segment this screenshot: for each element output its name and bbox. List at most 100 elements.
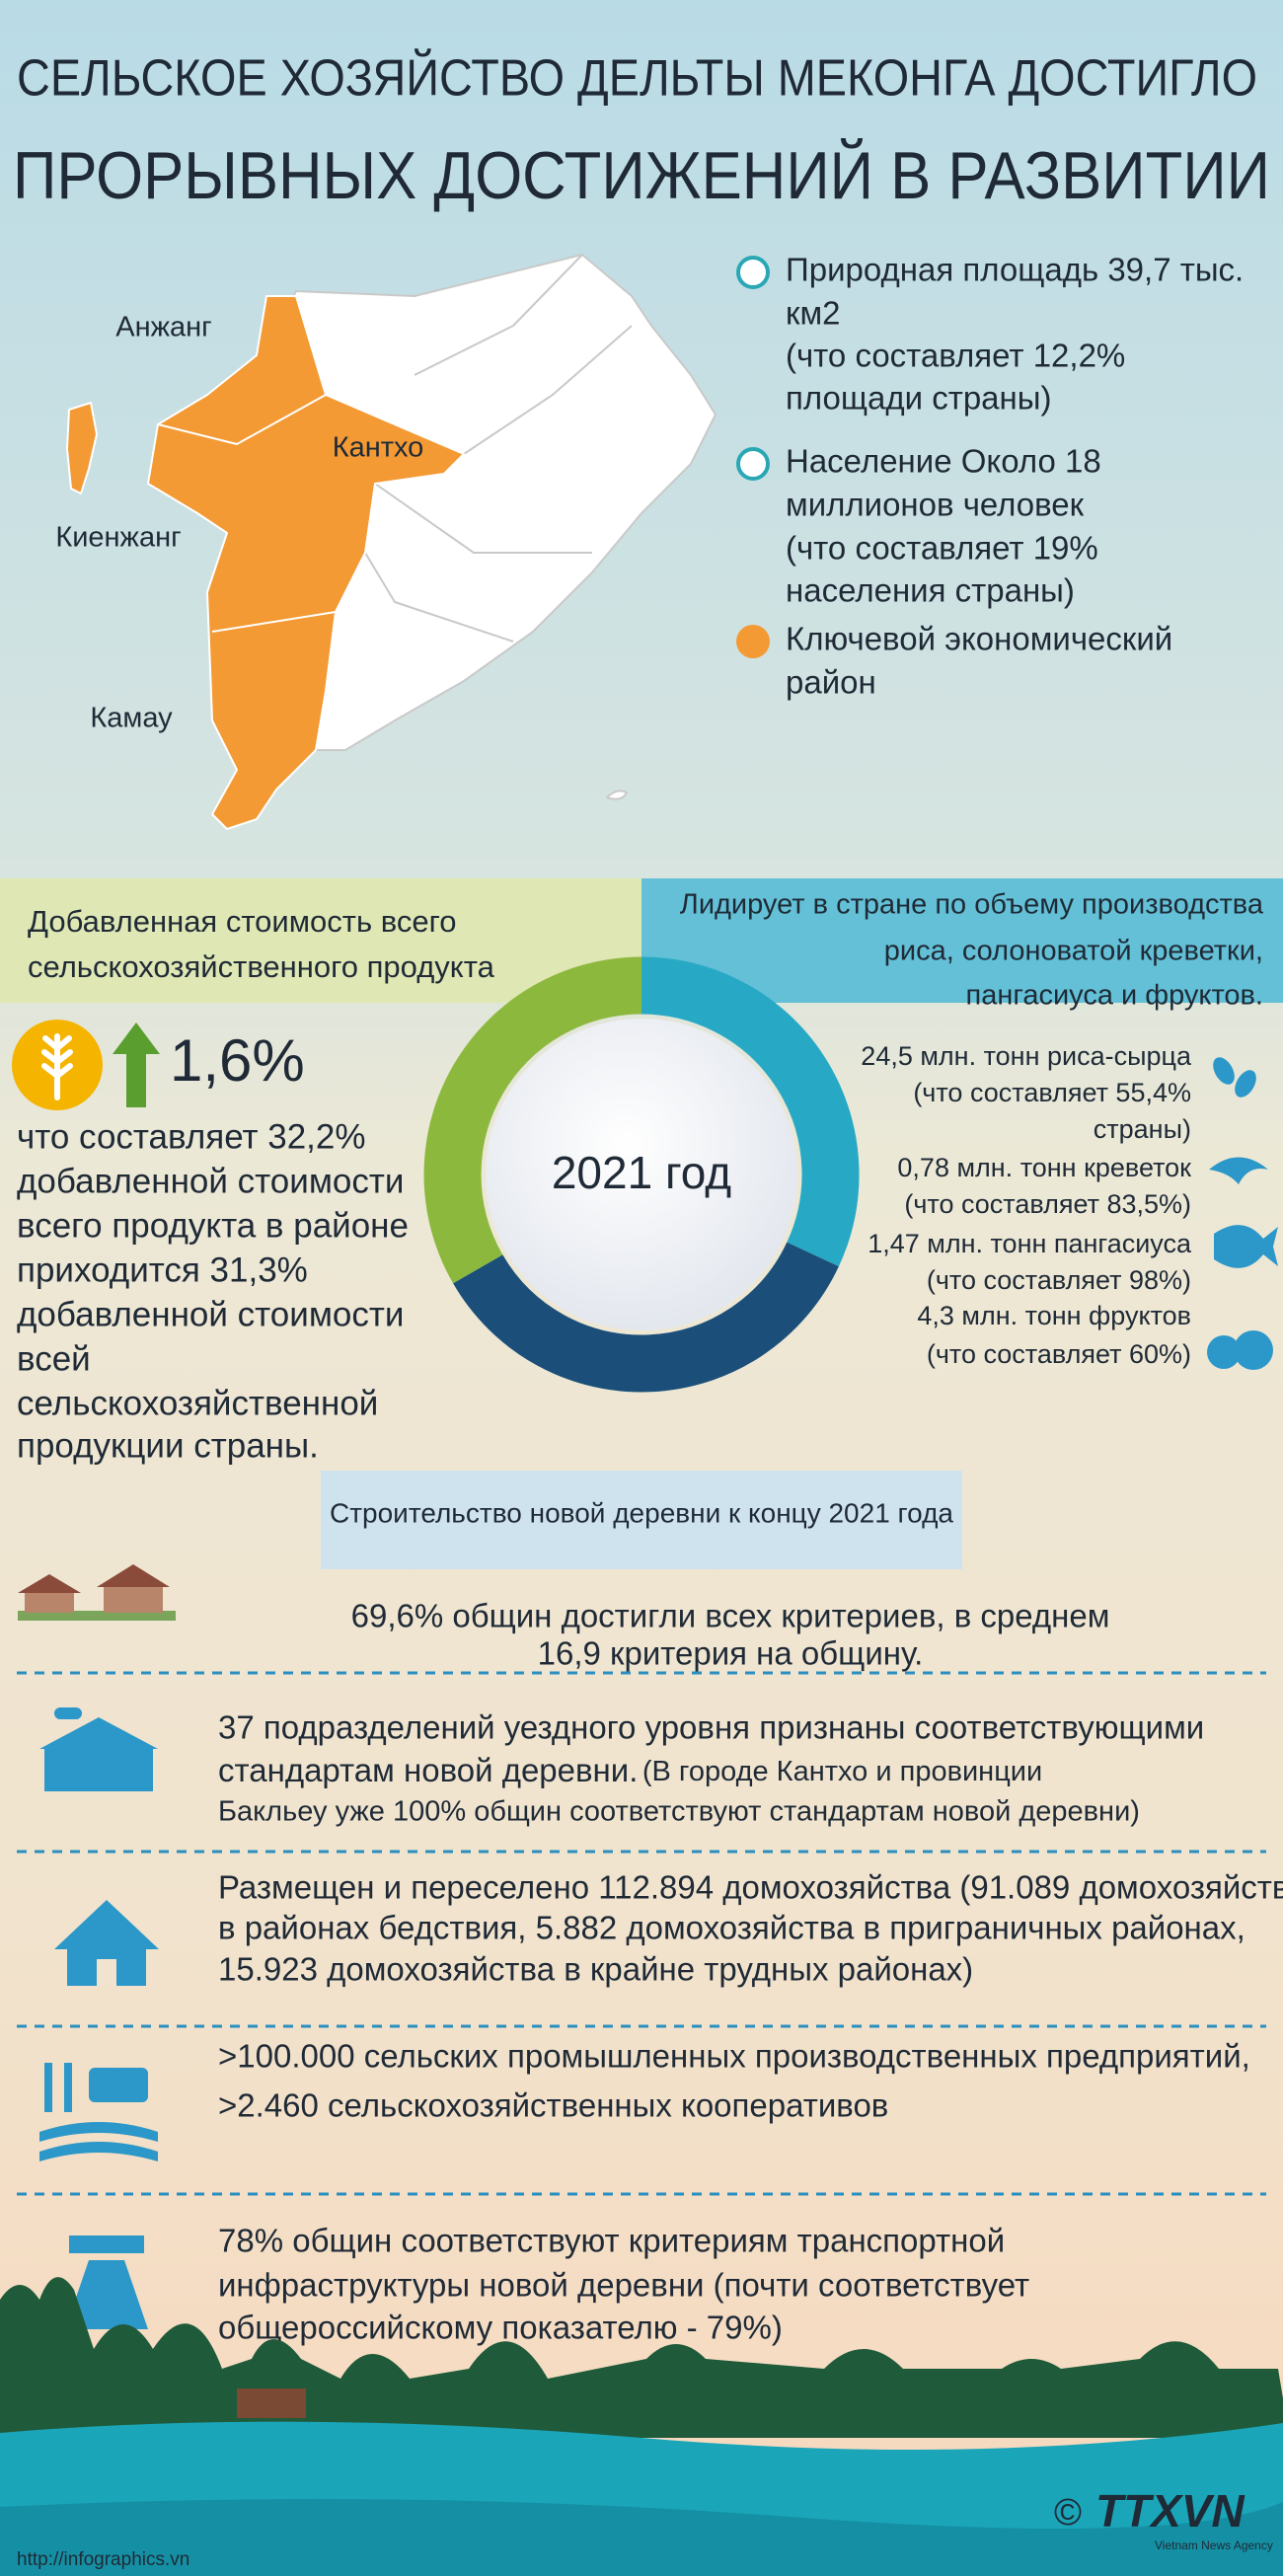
legend-text: Природная площадь 39,7 тыс. <box>786 252 1244 288</box>
donut-segment <box>423 956 642 1284</box>
tractor <box>89 2068 148 2102</box>
map-islet <box>606 790 628 800</box>
legend-text: Население Около 18 <box>786 443 1101 480</box>
production-item: 1,47 млн. тонн пангасиуса <box>868 1229 1192 1258</box>
donut-segment <box>641 956 860 1267</box>
map-border <box>157 394 327 445</box>
production-icons <box>1207 1057 1278 1370</box>
legend-text: миллионов человек <box>786 487 1085 523</box>
roof <box>39 1717 158 1749</box>
map-border <box>374 483 592 554</box>
map-border <box>364 552 514 643</box>
legend-text: площади страны) <box>786 380 1051 417</box>
map-border <box>211 611 337 633</box>
legend-text: Ключевой экономический <box>786 621 1172 657</box>
footer-url: http://infographics.vn <box>17 2549 189 2570</box>
value-added-text: приходится 31,3% <box>17 1250 308 1289</box>
summary-text: 69,6% общин достигли всех критериев, в с… <box>351 1598 1110 1634</box>
production-item: 0,78 млн. тонн креветок <box>897 1153 1191 1182</box>
legend-marker <box>736 256 770 289</box>
map-region-orange <box>147 295 465 830</box>
production-item: страны) <box>1094 1114 1191 1144</box>
legend-text: населения страны) <box>786 572 1075 609</box>
enterprise-icon <box>39 2063 158 2161</box>
rice-icon <box>1213 1057 1235 1085</box>
production-item: (что составляет 55,4% <box>913 1078 1191 1107</box>
map-border <box>463 325 633 455</box>
title-line-2: ПРОРЫВНЫХ ДОСТИЖЕНИЙ В РАЗВИТИИ <box>13 137 1270 213</box>
copyright: © <box>1054 2492 1082 2534</box>
water-shade <box>0 2499 1283 2576</box>
agency: Vietnam News Agency <box>1155 2538 1273 2552</box>
wheat-stalk <box>44 2063 52 2112</box>
item-text: Бакльеу уже 100% общин соответствуют ста… <box>218 1796 1140 1828</box>
wheat-icon-stalk <box>41 1033 73 1100</box>
map-island <box>66 402 98 494</box>
legend-text: (что составляет 12,2% <box>786 338 1125 374</box>
sign <box>69 2235 144 2253</box>
house <box>25 1591 74 1613</box>
title-line-1: СЕЛЬСКОЕ ХОЗЯЙСТВО ДЕЛЬТЫ МЕКОНГА ДОСТИГ… <box>17 49 1257 108</box>
summary-text: 16,9 критерия на общину. <box>538 1635 924 1672</box>
delta-map <box>66 254 717 830</box>
value-added-text: добавленной стоимости <box>17 1295 404 1333</box>
value-added-text: продукции страны. <box>17 1426 319 1465</box>
district-icon <box>39 1707 158 1791</box>
legend-marker <box>736 447 770 481</box>
map-label: Анжанг <box>115 312 211 343</box>
wheat-stalk <box>64 2063 72 2112</box>
donut-segment <box>453 1242 839 1393</box>
value-added-text: добавленной стоимости <box>17 1162 404 1200</box>
ground <box>18 1611 176 1621</box>
item-text: 15.923 домохозяйства в крайне трудных ра… <box>218 1951 973 1988</box>
production-item: 24,5 млн. тонн риса-сырца <box>861 1041 1192 1071</box>
item-text: >2.460 сельскохозяйственных кооперативов <box>218 2087 888 2124</box>
donut <box>423 956 860 1393</box>
house <box>104 1584 163 1613</box>
cloud <box>54 1707 82 1719</box>
value-added-heading: сельскохозяйственного продукта <box>28 949 495 984</box>
building <box>44 1747 153 1791</box>
item-text: общероссийскому показателю - 79%) <box>218 2310 783 2346</box>
field <box>39 2122 158 2161</box>
item-text-main: стандартам новой деревни. <box>218 1752 638 1788</box>
value-added-text: всего продукта в районе <box>17 1206 409 1245</box>
roof <box>97 1564 170 1587</box>
fruit-icon <box>1207 1335 1241 1369</box>
legend-text: район <box>786 664 876 701</box>
production-item: (что составляет 60%) <box>927 1339 1191 1369</box>
new-village-heading: Строительство новой деревни к концу 2021… <box>330 1497 953 1528</box>
item-text: 78% общин соответствуют критериям трансп… <box>218 2223 1005 2259</box>
new-village-box <box>321 1471 962 1569</box>
production-heading: пангасиуса и фруктов. <box>966 980 1263 1012</box>
road <box>65 2260 148 2329</box>
item-text: >100.000 сельских промышленных производс… <box>218 2038 1250 2075</box>
home <box>54 1900 159 1986</box>
map-border <box>414 254 583 376</box>
value-added-text: что составляет 32,2% <box>17 1117 366 1156</box>
item-text: в районах бедствия, 5.882 домохозяйства … <box>218 1910 1245 1946</box>
production-item: (что составляет 98%) <box>927 1265 1191 1295</box>
item-text: инфраструктуры новой деревни (почти соот… <box>218 2267 1029 2304</box>
map-label: Киенжанг <box>55 522 181 554</box>
year-label: 2021 год <box>552 1147 731 1198</box>
rice-icon <box>1235 1070 1256 1098</box>
item-text: 37 подразделений уездного уровня признан… <box>218 1709 1204 1746</box>
fish-icon <box>1214 1225 1278 1268</box>
door <box>97 1959 116 1986</box>
home-icon <box>54 1900 159 1986</box>
value-added-text: всей <box>17 1339 91 1378</box>
shrimp-icon <box>1209 1157 1268 1184</box>
roof <box>18 1574 81 1593</box>
item-text-note: (В городе Кантхо и провинции <box>642 1756 1042 1787</box>
legend-marker <box>736 625 770 658</box>
production-item: (что составляет 83,5%) <box>904 1189 1191 1219</box>
road-icon <box>65 2235 148 2329</box>
production-heading: риса, солоноватой креветки, <box>884 936 1263 967</box>
production-box <box>642 878 1283 1003</box>
legend-text: (что составляет 19% <box>786 530 1098 567</box>
value-added-box <box>0 878 642 1003</box>
item-text: стандартам новой деревни. (В городе Кант… <box>218 1752 1042 1788</box>
